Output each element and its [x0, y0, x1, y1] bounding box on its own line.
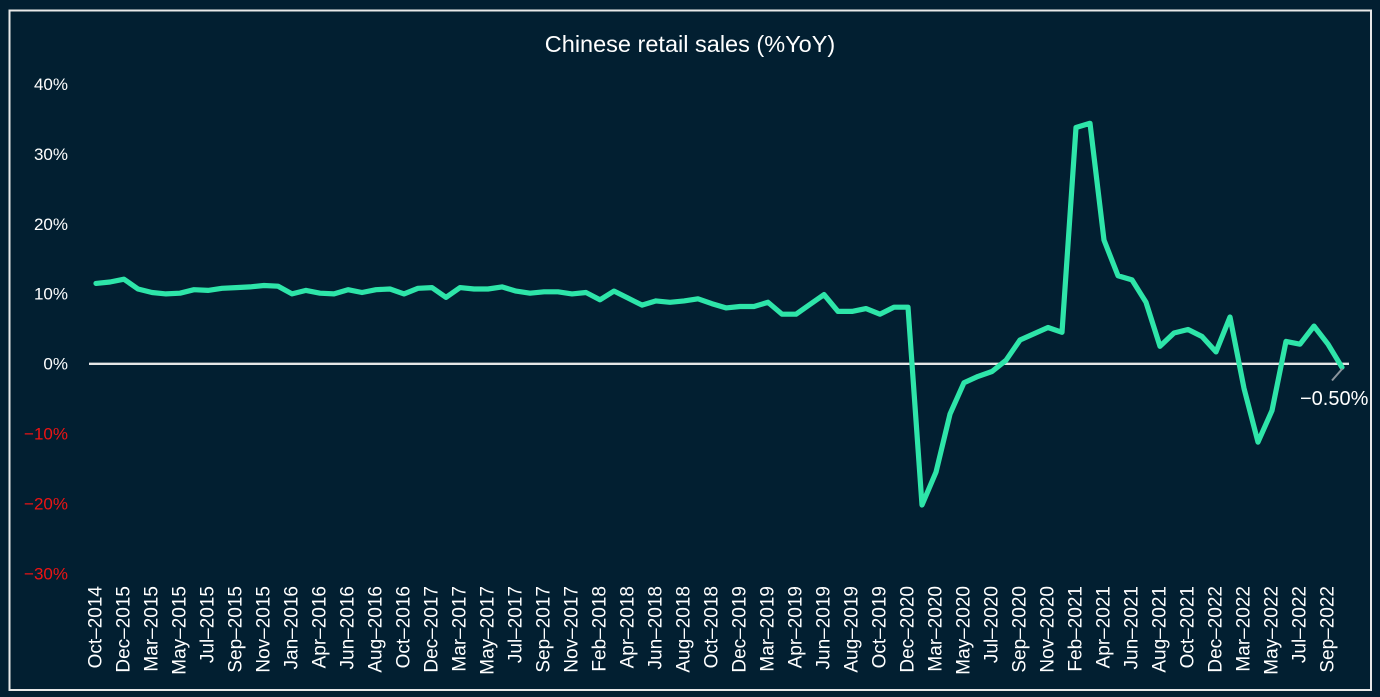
svg-text:Nov–2015: Nov–2015: [254, 586, 275, 673]
svg-text:Chinese retail sales (%YoY): Chinese retail sales (%YoY): [545, 31, 835, 57]
svg-text:Oct–2019: Oct–2019: [870, 586, 891, 668]
svg-text:Oct–2021: Oct–2021: [1178, 586, 1199, 668]
svg-text:Aug–2018: Aug–2018: [674, 586, 695, 673]
svg-text:Jul–2017: Jul–2017: [506, 586, 527, 663]
svg-text:Apr–2018: Apr–2018: [618, 586, 639, 668]
svg-text:Nov–2020: Nov–2020: [1038, 586, 1059, 673]
svg-text:20%: 20%: [34, 215, 68, 234]
svg-text:Oct–2014: Oct–2014: [86, 586, 107, 669]
svg-text:Mar–2019: Mar–2019: [758, 586, 779, 672]
svg-text:Oct–2016: Oct–2016: [394, 586, 415, 668]
svg-text:−0.50%: −0.50%: [1300, 388, 1369, 410]
svg-text:Jun–2018: Jun–2018: [646, 586, 667, 669]
svg-text:Sep–2020: Sep–2020: [1010, 586, 1031, 673]
svg-text:30%: 30%: [34, 145, 68, 164]
svg-text:Dec–2022: Dec–2022: [1206, 586, 1227, 673]
svg-text:Apr–2021: Apr–2021: [1094, 586, 1115, 668]
svg-text:Jul–2022: Jul–2022: [1290, 586, 1311, 663]
svg-text:Apr–2016: Apr–2016: [310, 586, 331, 668]
svg-text:Mar–2017: Mar–2017: [450, 586, 471, 672]
svg-text:Jun–2019: Jun–2019: [814, 586, 835, 669]
svg-text:May–2020: May–2020: [954, 586, 975, 675]
svg-text:Jan–2016: Jan–2016: [282, 586, 303, 669]
svg-text:Dec–2019: Dec–2019: [730, 586, 751, 673]
svg-text:Jul–2015: Jul–2015: [198, 586, 219, 663]
svg-text:May–2022: May–2022: [1262, 586, 1283, 675]
svg-text:Jun–2016: Jun–2016: [338, 586, 359, 669]
svg-text:Dec–2020: Dec–2020: [898, 586, 919, 673]
svg-text:0%: 0%: [43, 355, 68, 374]
svg-text:−20%: −20%: [24, 494, 68, 513]
svg-text:Jul–2020: Jul–2020: [982, 586, 1003, 663]
svg-text:10%: 10%: [34, 285, 68, 304]
svg-text:Oct–2018: Oct–2018: [702, 586, 723, 668]
svg-text:Mar–2020: Mar–2020: [926, 586, 947, 672]
svg-text:Feb–2021: Feb–2021: [1066, 586, 1087, 672]
svg-text:Sep–2022: Sep–2022: [1318, 586, 1339, 673]
svg-text:Mar–2022: Mar–2022: [1234, 586, 1255, 672]
svg-text:Sep–2017: Sep–2017: [534, 586, 555, 673]
svg-text:−10%: −10%: [24, 425, 68, 444]
svg-text:40%: 40%: [34, 75, 68, 94]
svg-text:−30%: −30%: [24, 564, 68, 583]
svg-text:Feb–2018: Feb–2018: [590, 586, 611, 672]
svg-text:Aug–2019: Aug–2019: [842, 586, 863, 673]
svg-text:Aug–2021: Aug–2021: [1150, 586, 1171, 673]
svg-text:Mar–2015: Mar–2015: [142, 586, 163, 672]
svg-text:Dec–2017: Dec–2017: [422, 586, 443, 673]
svg-text:Apr–2019: Apr–2019: [786, 586, 807, 668]
svg-text:Jun–2021: Jun–2021: [1122, 586, 1143, 669]
svg-text:Dec–2015: Dec–2015: [114, 586, 135, 673]
svg-text:Nov–2017: Nov–2017: [562, 586, 583, 673]
svg-text:Sep–2015: Sep–2015: [226, 586, 247, 673]
svg-text:May–2017: May–2017: [478, 586, 499, 675]
svg-text:May–2015: May–2015: [170, 586, 191, 675]
svg-text:Aug–2016: Aug–2016: [366, 586, 387, 673]
